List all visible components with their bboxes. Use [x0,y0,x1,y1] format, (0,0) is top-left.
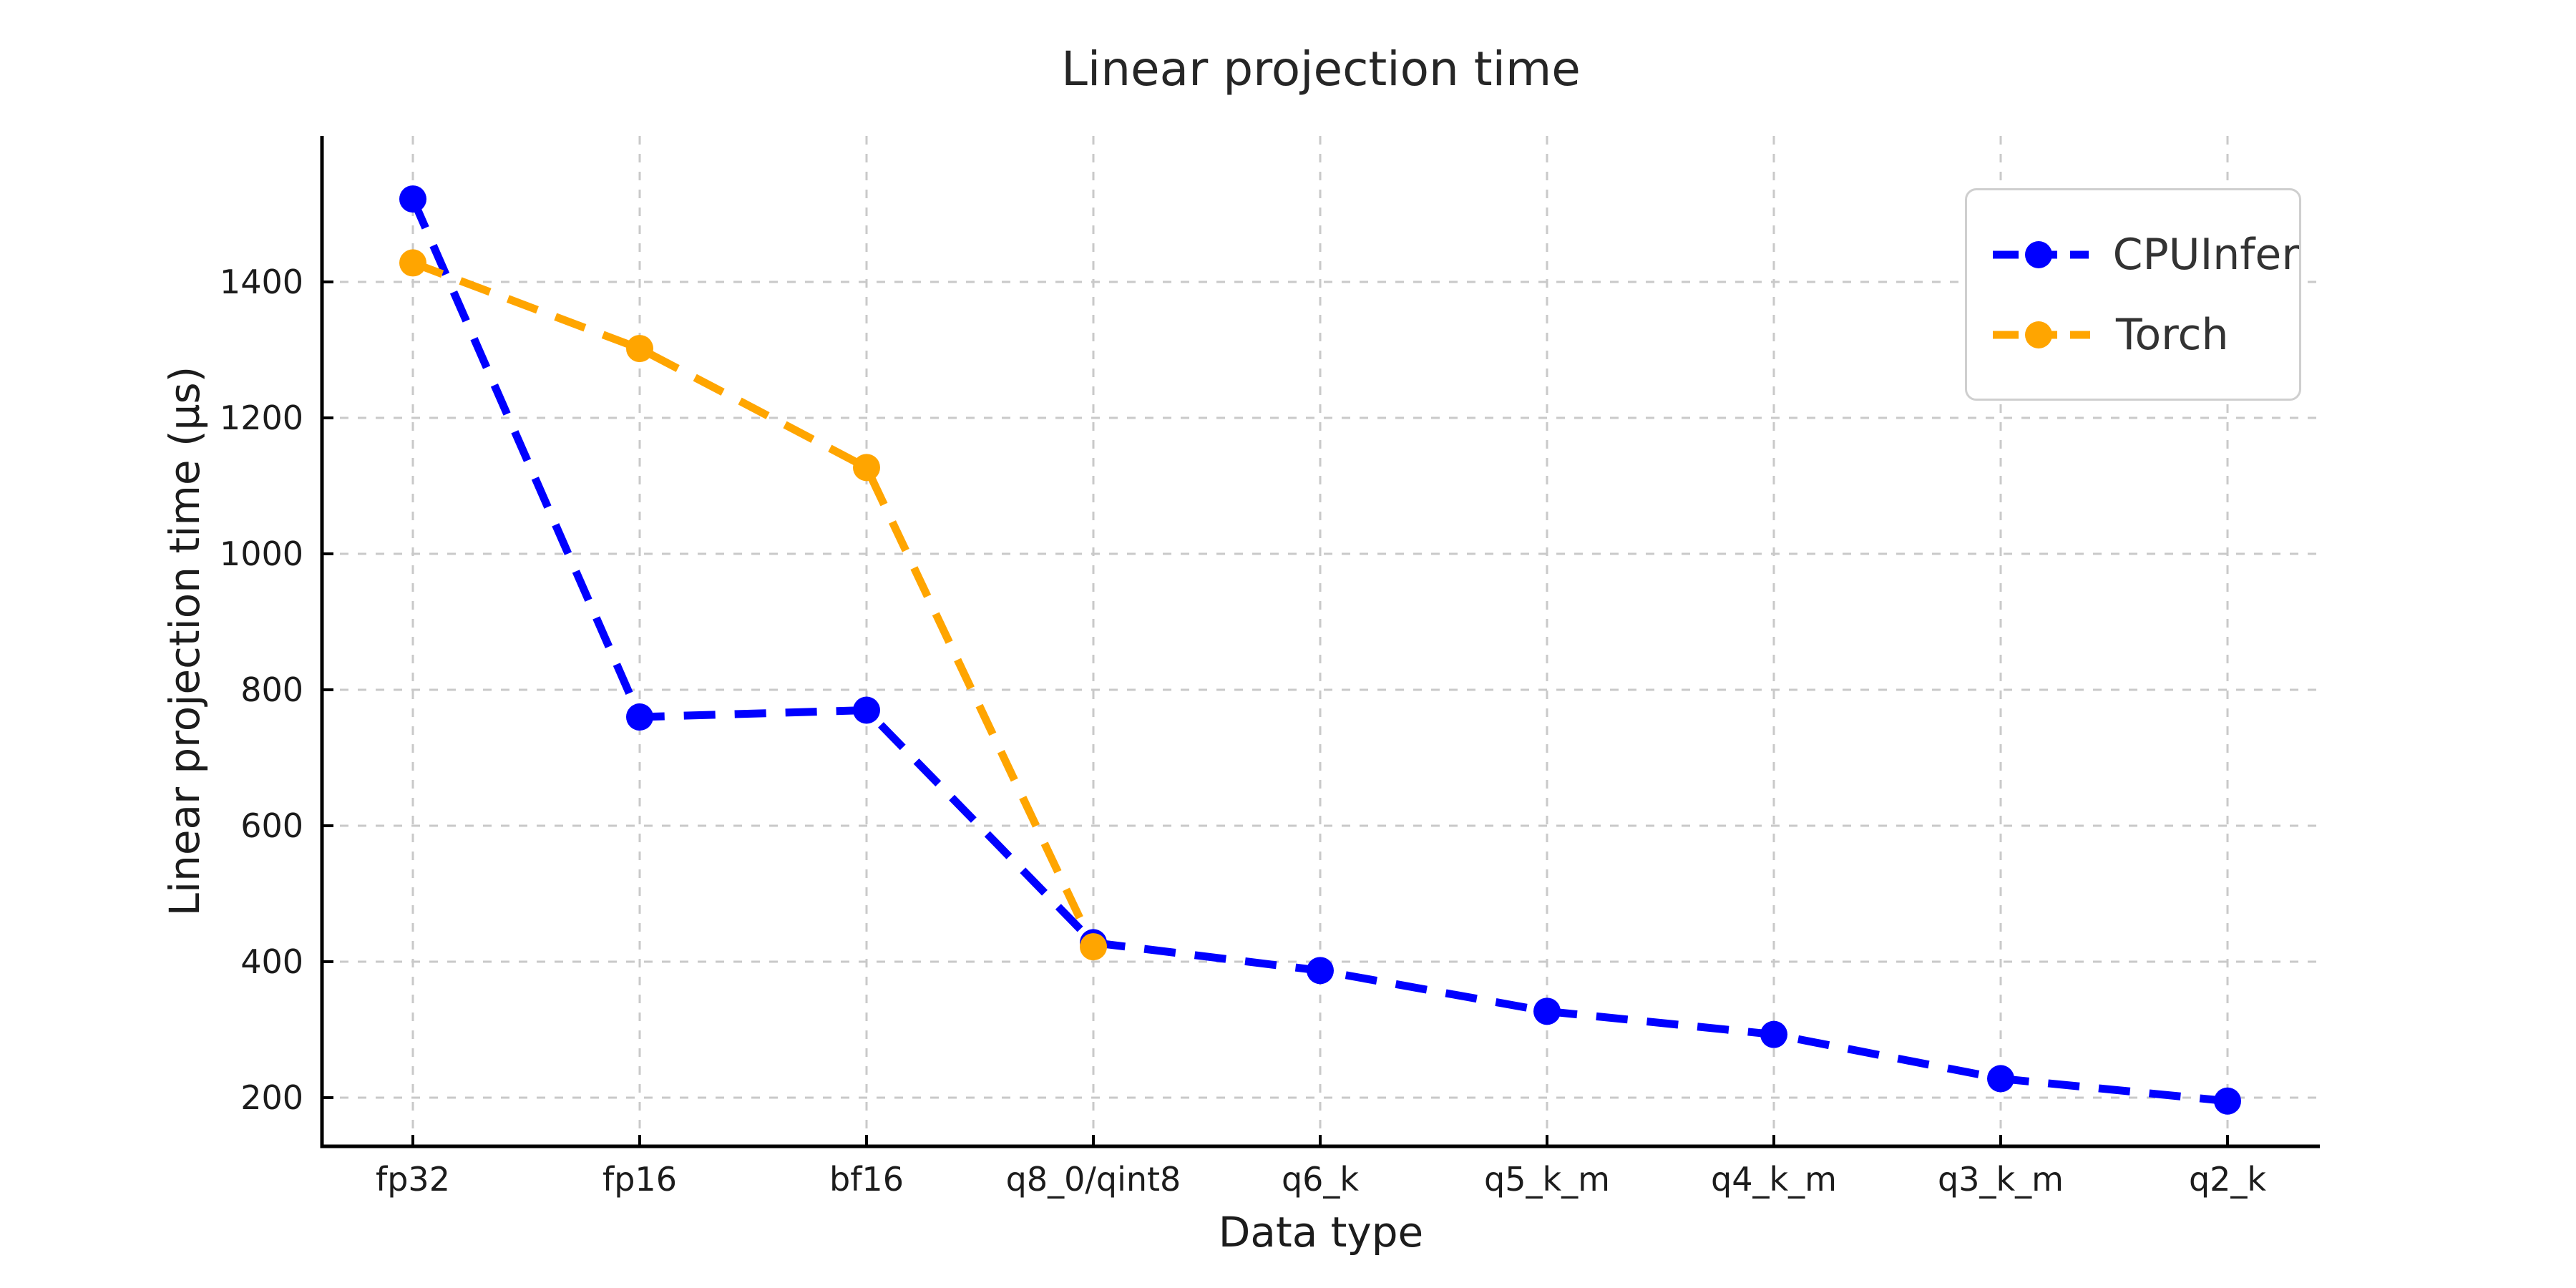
x-axis-title: Data type [1218,1208,1424,1257]
legend-label-cpuinfer: CPUInfer [2112,229,2299,280]
y-tick-label: 800 [240,670,303,709]
legend-marker-torch [2025,321,2052,348]
x-tick-label: q8_0/qint8 [1006,1160,1181,1199]
data-point-torch-fp32 [399,249,426,277]
legend-row-cpuinfer: CPUInfer [1991,230,2299,280]
legend-sample-torch [1993,321,2090,348]
data-point-cpuinfer-fp16 [626,703,653,731]
x-tick-label: q3_k_m [1938,1160,2064,1199]
data-point-cpuinfer-q4_k_m [1760,1020,1787,1048]
x-tick-label: q6_k [1282,1160,1359,1199]
x-tick-label: fp32 [376,1160,450,1199]
axes: 200 400 600 800 1000 1200 1400 fp32 fp16 bf16 q8_0… [220,136,2320,1199]
y-tick-label: 200 [240,1078,303,1117]
data-point-torch-fp16 [626,335,653,363]
y-tick-label: 600 [240,806,303,845]
data-point-cpuinfer-q3_k_m [1987,1065,2014,1093]
legend-marker-cpuinfer [2025,240,2052,268]
y-tick-label: 1400 [220,263,303,301]
legend-label-torch: Torch [2116,309,2229,360]
data-point-torch-q8_0/qint8 [1080,933,1107,961]
x-tick-label: q2_k [2189,1160,2266,1199]
x-tick-label: q4_k_m [1711,1160,1837,1199]
data-point-cpuinfer-q5_k_m [1533,997,1561,1025]
legend: CPUInfer Torch [1965,188,2301,401]
chart-title: Linear projection time [1061,42,1581,97]
data-point-cpuinfer-q2_k [2214,1087,2241,1115]
y-axis-title: Linear projection time (µs) [160,366,209,917]
data-point-cpuinfer-q6_k [1307,957,1334,985]
y-tick-label: 400 [240,942,303,981]
x-tick-label: fp16 [602,1160,677,1199]
x-tick-label: bf16 [829,1160,904,1199]
data-point-cpuinfer-bf16 [853,696,880,724]
y-tick-label: 1000 [220,535,303,573]
data-point-torch-bf16 [853,454,880,482]
x-tick-label: q5_k_m [1484,1160,1610,1199]
series-torch [399,249,1107,961]
legend-row-torch: Torch [1991,310,2299,360]
y-tick-label: 1200 [220,399,303,437]
legend-sample-cpuinfer [1993,240,2089,268]
data-point-cpuinfer-fp32 [399,185,426,213]
series-line-torch [411,259,1097,949]
